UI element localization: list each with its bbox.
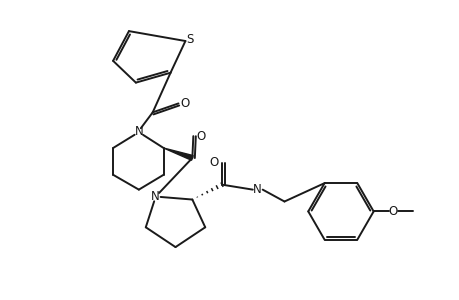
Text: S: S xyxy=(186,32,194,46)
Text: O: O xyxy=(196,130,206,142)
Text: O: O xyxy=(388,205,397,218)
Polygon shape xyxy=(163,148,193,160)
Text: N: N xyxy=(151,190,160,203)
Text: N: N xyxy=(134,125,143,138)
Text: O: O xyxy=(180,97,190,110)
Text: O: O xyxy=(209,156,218,170)
Text: N: N xyxy=(253,183,262,196)
